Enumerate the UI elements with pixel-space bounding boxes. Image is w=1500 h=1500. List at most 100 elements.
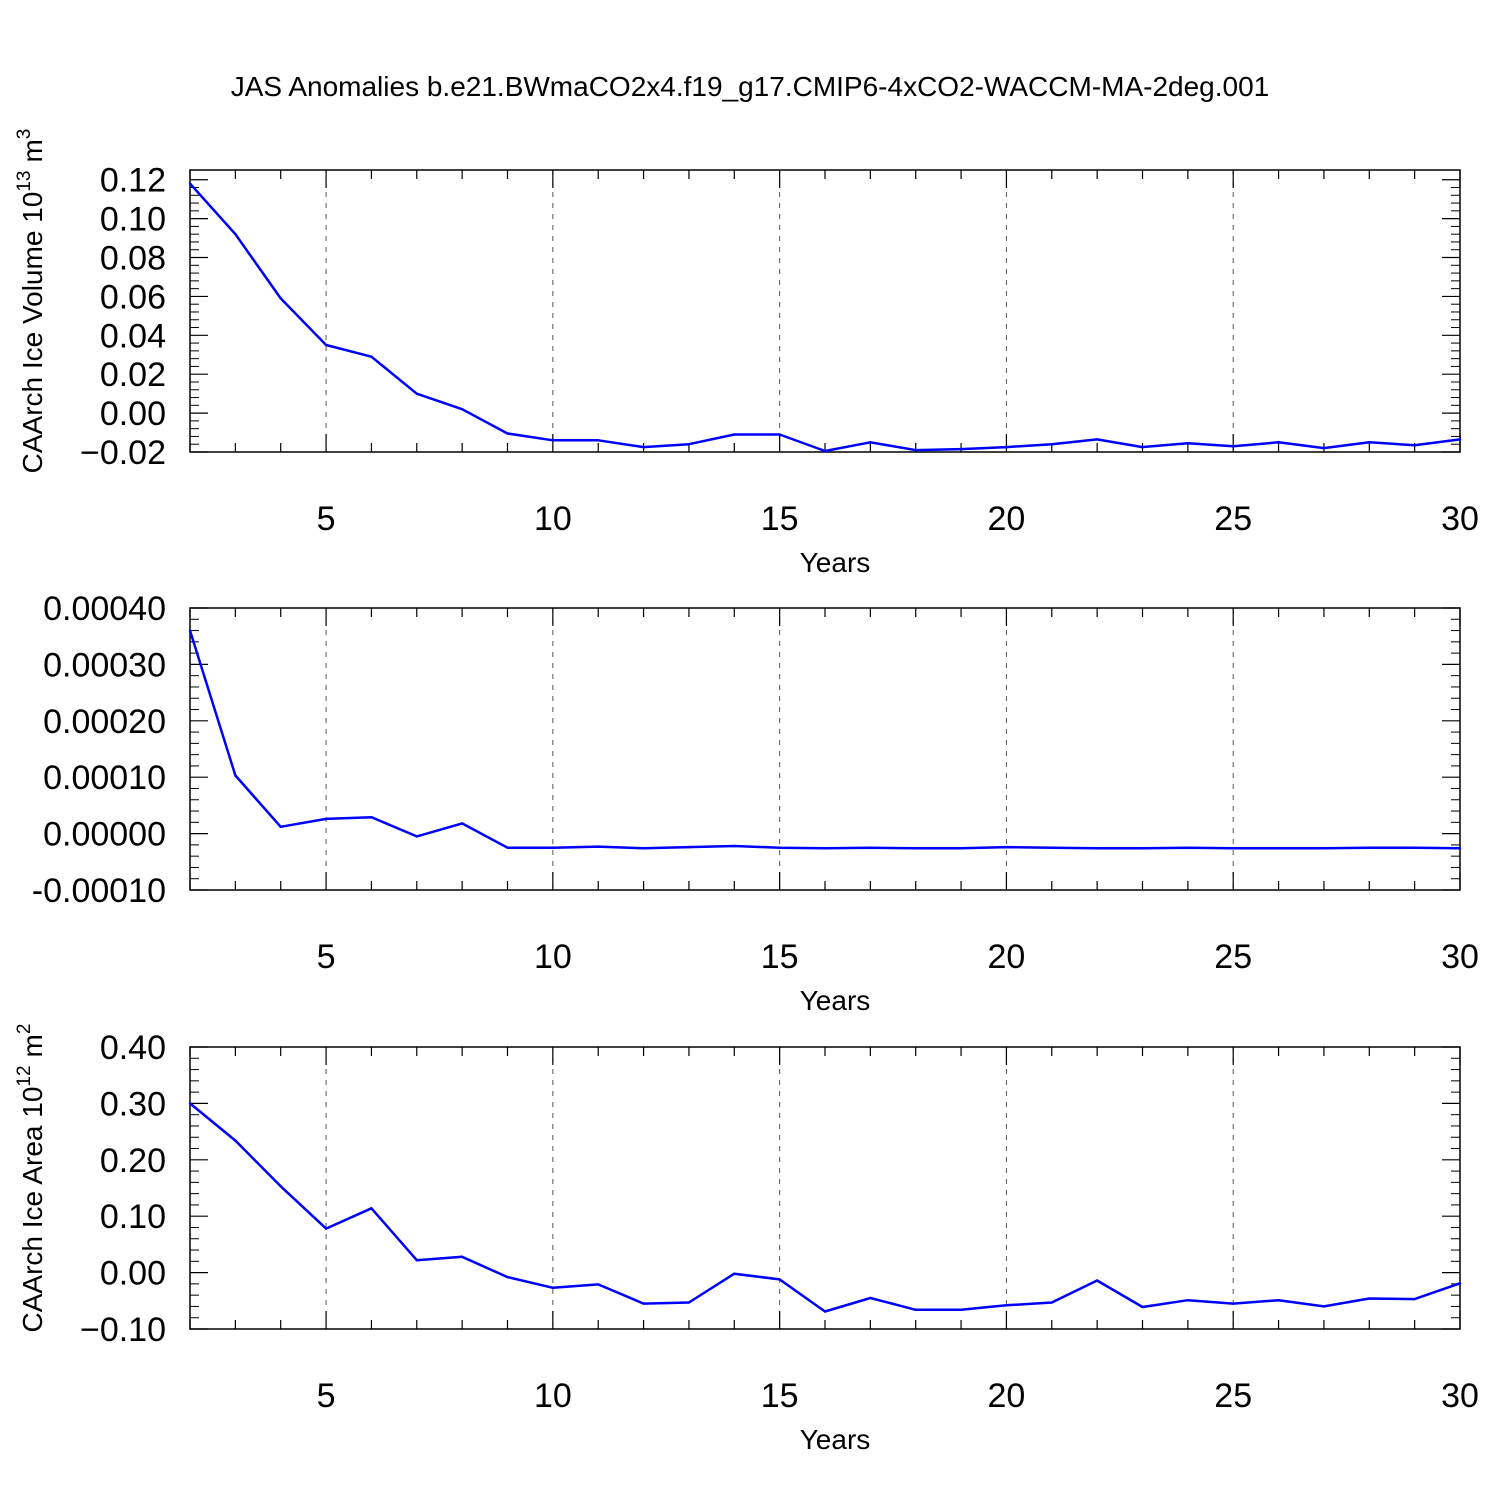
data-point [1186,1299,1190,1302]
data-point [415,1258,418,1262]
data-point [733,433,736,436]
data-point [1005,445,1008,449]
data-point [1413,1297,1416,1301]
y-tick-label: 0.00 [100,395,166,433]
data-point [1368,1297,1371,1300]
panel-3: 5 10 15 20 25 30 −0.10 0.00 0.10 0.20 0.30 0.40 Year… [14,1024,1479,1455]
data-point [1232,847,1235,850]
data-point [1413,443,1416,447]
data-point [1368,846,1371,849]
x-tick-label: 25 [1214,500,1252,538]
series-line [189,182,1461,453]
data-point [460,408,464,411]
data-point [959,847,963,850]
y-tick-label: 0.10 [100,1198,166,1236]
data-point [1095,1279,1099,1282]
y-tick-label: 0.00020 [43,703,166,741]
data-point [959,447,963,451]
data-point [234,1139,237,1142]
data-point [1322,446,1326,450]
data-point [1322,847,1326,850]
series-line [189,1102,1461,1313]
data-point [778,846,781,849]
data-point [506,846,509,849]
x-tick-label: 20 [988,500,1026,538]
x-tick-label: 25 [1214,938,1252,976]
data-point [1141,1305,1144,1309]
data-point [370,355,373,358]
data-point [279,297,282,300]
data-point [1232,1302,1235,1305]
y-tick-label: 0.02 [100,356,166,394]
x-axis-label: Years [800,547,871,578]
x-axis-label: Years [800,985,871,1016]
data-point [1095,438,1099,441]
x-tick-label: 20 [988,938,1026,976]
x-tick-label: 10 [534,500,572,538]
x-tick-label: 25 [1214,1377,1252,1415]
data-point [188,629,192,632]
data-point [869,846,872,849]
data-point [778,433,781,436]
data-point [506,432,509,435]
y-axis-label: CAArch Ice Volume 1013 m3 [14,129,48,474]
data-point [823,449,827,453]
y-axis-label-exponent: 13 [14,171,35,192]
y-tick-label: 0.00 [100,1255,166,1293]
x-tick-label: 15 [761,938,799,976]
data-point [1413,846,1416,849]
panel-1: 5 10 15 20 25 30 −0.020.000.020.040.060.080.10… [14,129,1479,578]
figure-title: JAS Anomalies b.e21.BWmaCO2x4.f19_g17.CM… [231,71,1270,102]
data-point [642,1302,645,1305]
y-tick-label: 0.30 [100,1085,166,1123]
data-point [324,817,328,821]
x-axis-label: Years [800,1424,871,1455]
data-point [1368,441,1371,444]
y-tick-label: -0.00010 [32,872,166,910]
data-point [279,825,282,829]
x-tick-label: 15 [761,1377,799,1415]
y-tick-label: 0.00030 [43,646,166,684]
data-point [1277,847,1280,850]
y-tick-label: 0.04 [100,317,166,355]
data-point [1186,442,1190,445]
y-axis-label-text: CAArch Ice Area 10 [17,1087,48,1333]
data-point [687,1301,691,1304]
y-axis-label-text: CAArch Ice Volume 10 [17,192,48,474]
data-point [914,448,917,452]
data-point [869,441,872,444]
series-line [188,630,1461,850]
plot-frame [189,169,1461,453]
data-point [1050,1301,1053,1304]
data-point [234,774,237,777]
plot-frame [189,1046,1461,1330]
data-point [188,1102,192,1105]
data-point [324,1227,328,1230]
panel-2: 5 10 15 20 25 30 -0.00010 0.00000 0.00010 0.00020… [32,590,1479,1016]
x-tick-label: 15 [761,500,799,538]
data-point [551,1286,555,1290]
data-point [551,846,555,849]
data-point [370,816,373,819]
data-point [1050,846,1053,849]
data-point [370,1207,373,1210]
x-tick-label: 30 [1441,938,1479,976]
data-point [1458,1282,1462,1285]
y-axis-label-unit-exponent: 3 [14,129,35,140]
x-tick-label: 30 [1441,500,1479,538]
data-point [324,343,328,347]
data-point [823,847,827,850]
data-point [642,445,645,449]
y-tick-label: 0.12 [100,162,166,200]
y-tick-label: 0.00000 [43,816,166,854]
y-tick-label: −0.02 [80,434,166,472]
data-point [1141,847,1144,850]
data-point [1232,444,1235,448]
y-axis-label-unit-exponent: 2 [14,1024,35,1035]
data-point [597,1283,600,1286]
y-tick-label: 0.10 [100,201,166,239]
data-point [1095,847,1099,850]
data-point [687,443,691,446]
data-point [415,392,418,395]
